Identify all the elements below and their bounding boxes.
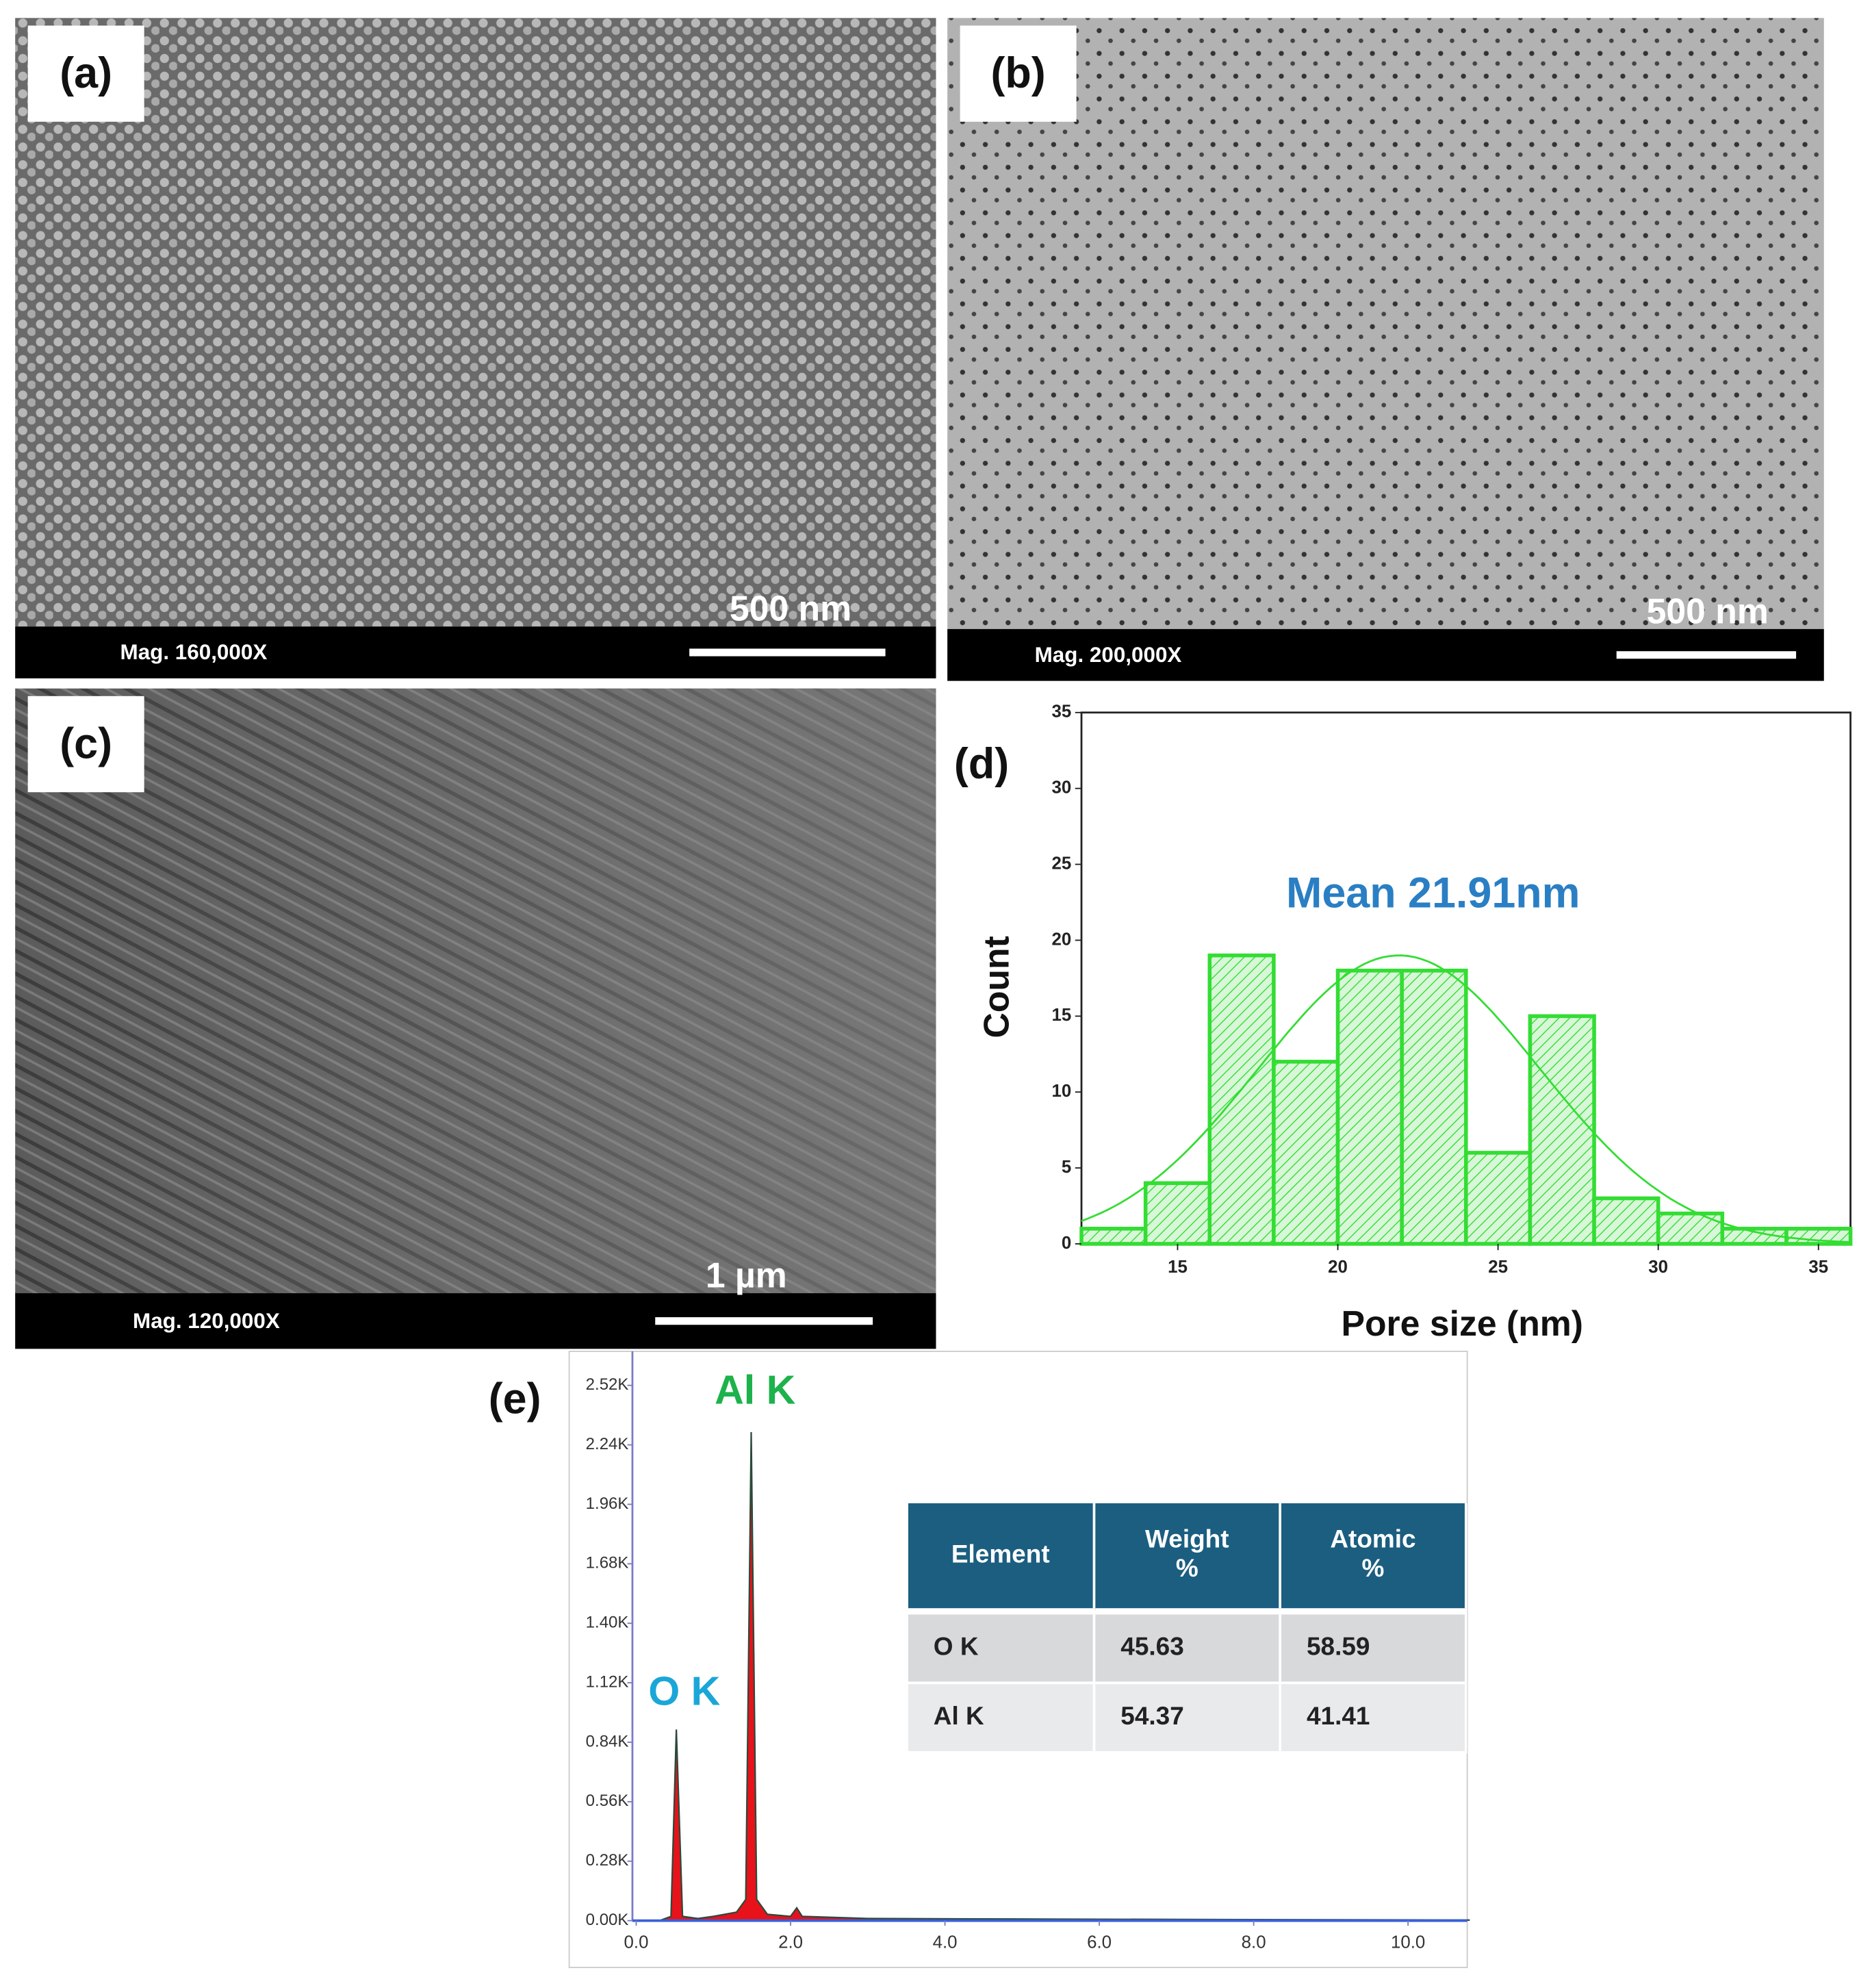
bar [1079,1227,1148,1246]
x-tick-label: 0.0 [624,1933,649,1952]
bar [1528,1014,1596,1246]
x-axis-label: Pore size (nm) [1341,1303,1583,1343]
peak-label: O K [648,1668,720,1713]
bar [1400,969,1468,1246]
bar [1464,1151,1533,1246]
bar [1592,1196,1661,1246]
y-tick-label: 15 [1051,1006,1071,1025]
y-tick-label: 1.12K [586,1672,629,1691]
eds-table: Element Weight % Atomic % O K 45.63 58.59 Al K… [908,1503,1467,1754]
y-tick-label: 10 [1051,1082,1071,1101]
spectrum [658,1431,1470,1922]
x-tick-label: 4.0 [933,1933,958,1952]
header-cell: Weight % [1094,1503,1281,1614]
scale-bar-label: 500 nm [1647,591,1769,630]
y-tick-label: 0.84K [586,1732,629,1750]
y-tick-label: 20 [1051,930,1071,949]
y-tick-label: 0.28K [586,1851,629,1870]
y-tick-label: 1.68K [586,1554,629,1572]
sem-shade [15,688,936,1294]
x-tick-label: 2.0 [778,1933,803,1952]
annotation: Mean 21.91nm [1286,869,1580,917]
y-tick-label: 0 [1062,1234,1071,1253]
panel-label: (b) [991,49,1046,97]
magnification: Mag. 160,000X [120,640,268,664]
y-tick-label: 2.52K [586,1375,629,1394]
table-row: O K 45.63 58.59 [908,1610,1467,1685]
y-axis-label: Count [977,936,1016,1038]
charts: 0 5 10 15 20 25 30 35 15 20 25 30 35 (d) Mean 21.91nm P… [489,702,1853,1968]
panel-label: (e) [489,1375,541,1423]
y-tick-label: 1.40K [586,1614,629,1632]
magnification: Mag. 200,000X [1035,643,1182,667]
bar [1656,1211,1725,1246]
bar [1335,969,1404,1246]
header-cell: Element [908,1503,1096,1614]
y-tick-label: 25 [1051,854,1071,873]
x-tick-label: 6.0 [1087,1933,1112,1952]
sem-image [947,18,1824,629]
panel-label: (a) [60,49,112,97]
y-tick-label: 5 [1062,1158,1071,1177]
x-tick-label: 20 [1328,1258,1348,1277]
sem-image [15,18,936,627]
y-tick-label: 0.00K [586,1911,629,1929]
x-tick-label: 15 [1168,1258,1188,1277]
x-tick-label: 25 [1488,1258,1508,1277]
table-cell: Al K [908,1683,1096,1754]
header-cell: Atomic % [1280,1503,1467,1614]
bar [1272,1060,1340,1246]
bar [1143,1181,1212,1246]
bar [1207,953,1276,1246]
panel-label: (d) [954,740,1009,788]
y-tick-label: 35 [1051,702,1071,722]
x-tick-label: 30 [1648,1258,1668,1277]
y-tick-label: 0.56K [586,1792,629,1810]
y-tick-label: 30 [1051,778,1071,798]
table-cell: 58.59 [1280,1610,1467,1685]
scale-bar-label: 500 nm [730,589,851,628]
label-box [27,25,144,122]
x-tick-label: 35 [1808,1258,1828,1277]
x-tick-label: 10.0 [1391,1933,1425,1952]
panel-label: (c) [60,719,112,767]
table-cell: 45.63 [1094,1610,1281,1685]
y-tick-label: 2.24K [586,1435,629,1453]
table-cell: 54.37 [1094,1683,1281,1754]
table-cell: O K [908,1610,1096,1685]
label-box [960,25,1077,122]
scale-bar-label: 1 µm [706,1256,787,1295]
fit-curve [1081,954,1851,1243]
table-cell: 41.41 [1280,1683,1467,1754]
peak-label: Al K [715,1367,796,1413]
label-box [27,696,144,793]
header-row: Element Weight % Atomic % [908,1503,1467,1614]
x-tick-label: 8.0 [1242,1933,1266,1952]
magnification: Mag. 120,000X [133,1309,280,1333]
y-tick-label: 1.96K [586,1494,629,1513]
table-row: Al K 54.37 41.41 [908,1683,1467,1754]
